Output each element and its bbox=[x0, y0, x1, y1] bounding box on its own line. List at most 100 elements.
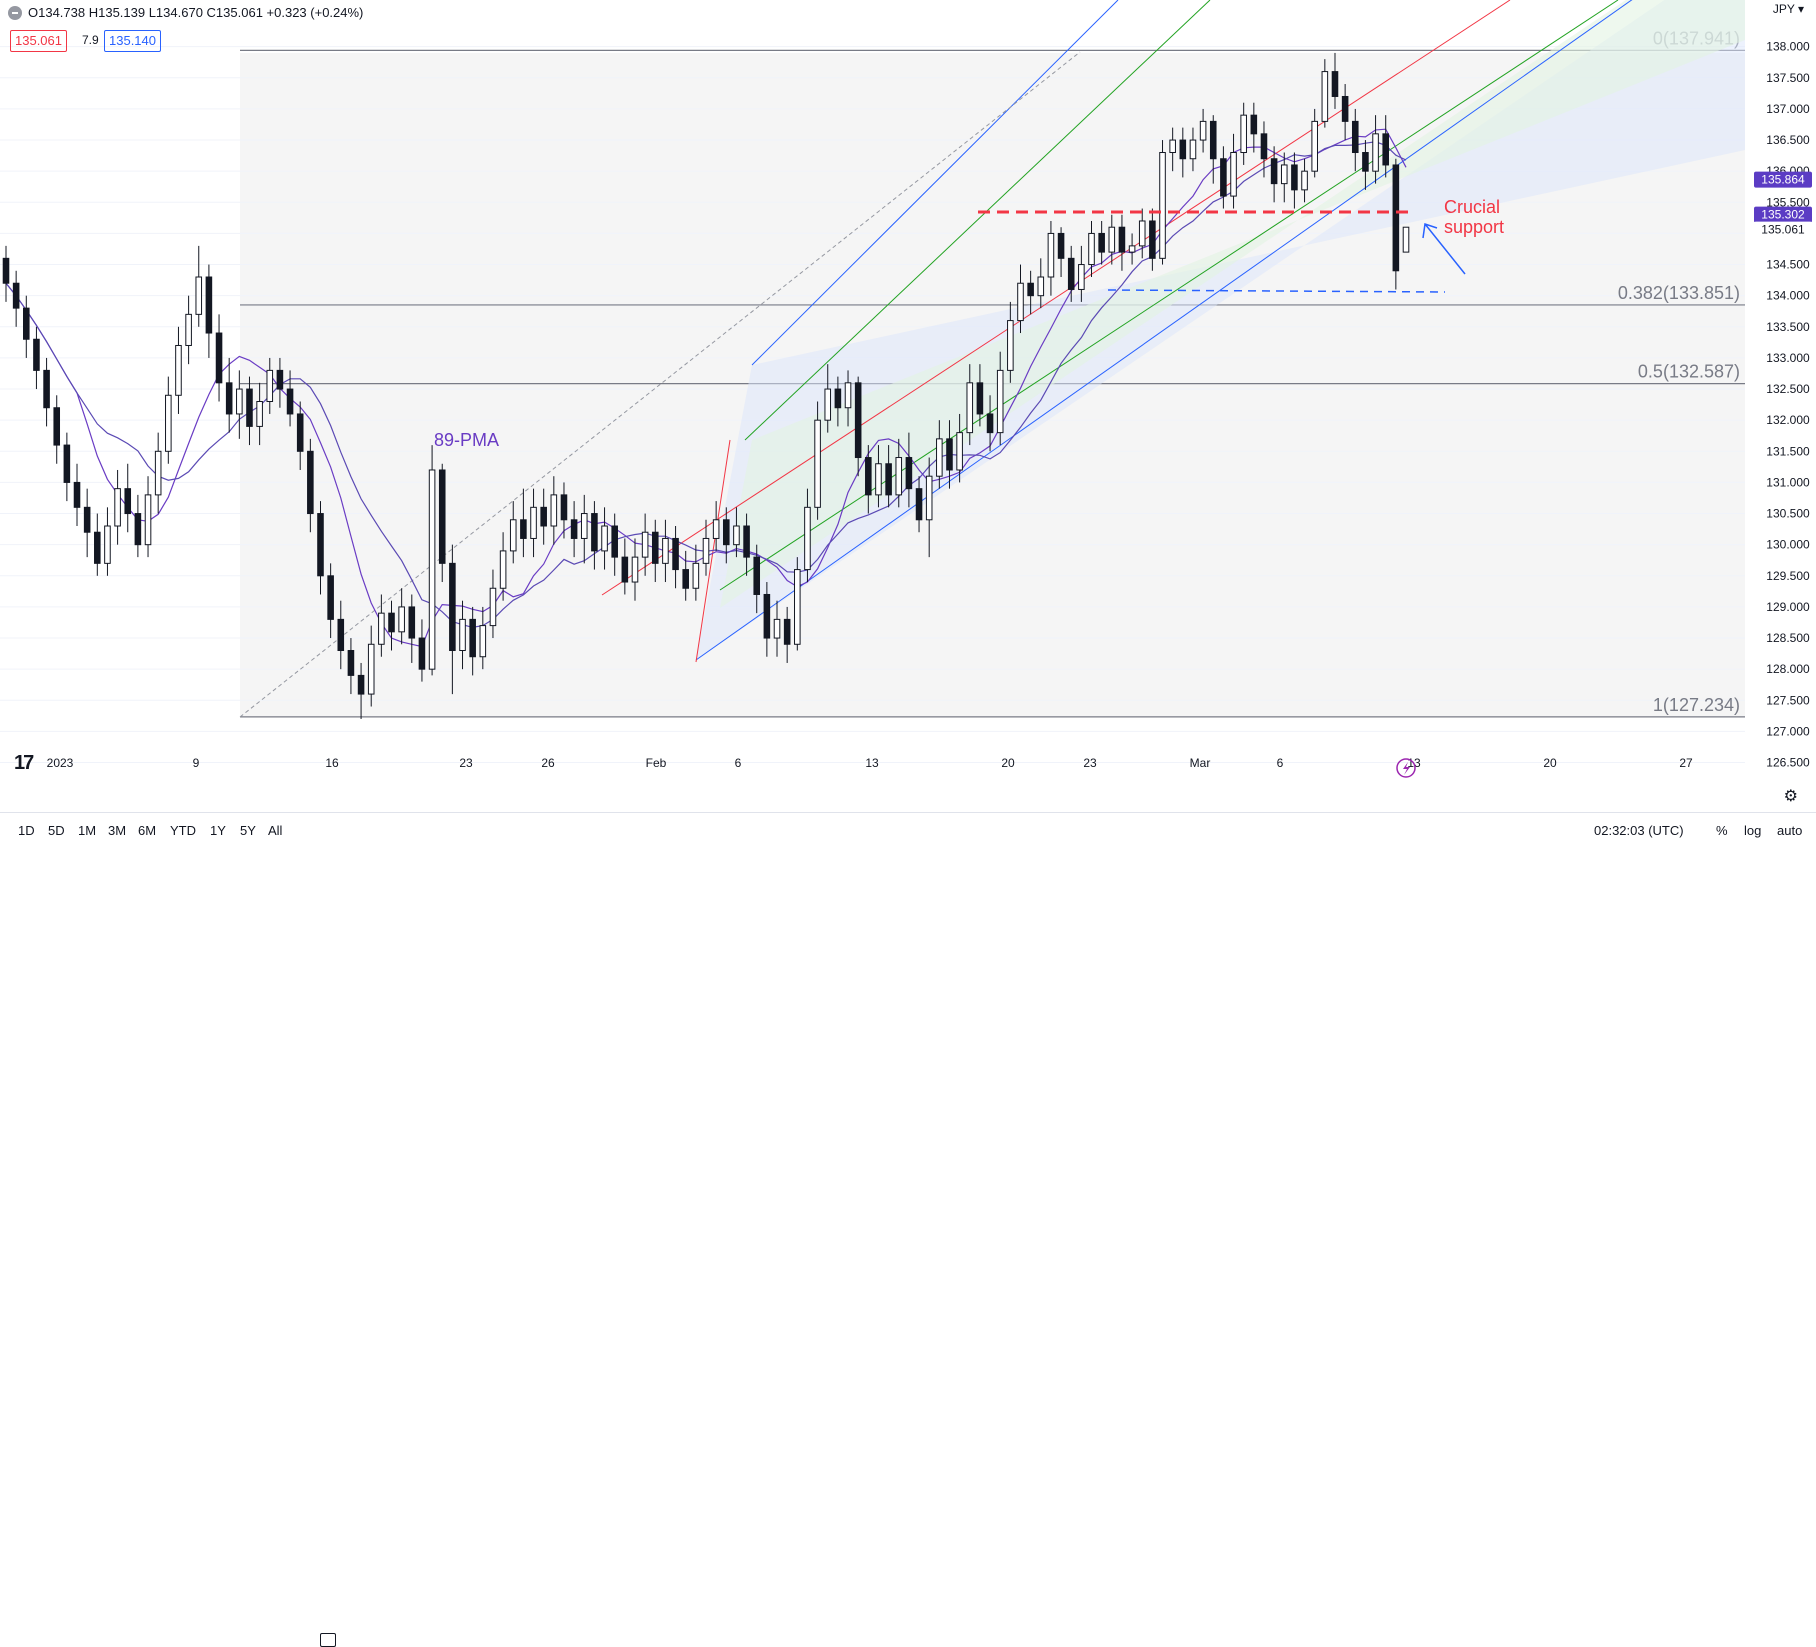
candle-down bbox=[854, 382, 862, 459]
candle-up bbox=[530, 506, 537, 539]
y-tick-label: 127.500 bbox=[1766, 693, 1810, 707]
candle-down bbox=[611, 525, 618, 558]
log-toggle[interactable]: log bbox=[1744, 823, 1762, 838]
candle-up bbox=[1280, 164, 1288, 185]
y-tick-label: 129.500 bbox=[1766, 569, 1810, 583]
tradingview-logo-icon: 17 bbox=[14, 752, 34, 774]
candles[interactable] bbox=[2, 52, 1410, 719]
candle-up bbox=[966, 382, 974, 434]
candle-up bbox=[692, 562, 700, 589]
channel-upper-mid-line bbox=[744, 0, 1211, 441]
price-tag-box bbox=[1754, 171, 1812, 188]
range-5d-button[interactable]: 5D bbox=[48, 823, 65, 838]
lightning-icon[interactable] bbox=[1396, 758, 1416, 778]
y-tick-label: 132.000 bbox=[1766, 413, 1810, 427]
support-markers bbox=[978, 210, 1466, 293]
percent-toggle[interactable]: % bbox=[1716, 823, 1728, 838]
candle-down bbox=[408, 606, 416, 639]
currency-label: JPY bbox=[1772, 2, 1795, 16]
candle-down bbox=[570, 519, 578, 539]
y-tick-label: 133.000 bbox=[1766, 351, 1810, 365]
low-dashed-line bbox=[1107, 289, 1446, 293]
currency-selector[interactable]: JPY ▾ bbox=[1772, 2, 1804, 16]
candle-down bbox=[296, 413, 304, 452]
candle-down bbox=[1209, 120, 1217, 160]
bid-price[interactable]: 135.061 bbox=[10, 30, 67, 52]
candle-up bbox=[814, 419, 821, 508]
fib-level-label: 0.382(133.851) bbox=[1618, 283, 1740, 303]
range-1y-button[interactable]: 1Y bbox=[210, 823, 226, 838]
candle-down bbox=[205, 276, 213, 334]
x-tick-label: 23 bbox=[1083, 756, 1097, 770]
candle-down bbox=[1149, 220, 1156, 259]
price-tag-label: 135.061 bbox=[1761, 223, 1805, 237]
candle-down bbox=[286, 388, 294, 415]
gear-icon[interactable]: ⚙ bbox=[1783, 788, 1798, 805]
candle-up bbox=[702, 537, 710, 564]
candle-down bbox=[753, 556, 761, 595]
candle-down bbox=[905, 457, 913, 490]
candle-down bbox=[651, 531, 659, 564]
trend-dashed-line bbox=[239, 51, 1081, 718]
candle-up bbox=[428, 469, 436, 670]
y-tick-label: 134.000 bbox=[1766, 289, 1810, 303]
candle-up bbox=[844, 382, 852, 409]
collapse-icon[interactable] bbox=[8, 5, 22, 20]
candle-up bbox=[1169, 139, 1176, 154]
candle-down bbox=[418, 637, 426, 670]
candle-up bbox=[1138, 220, 1146, 247]
candle-down bbox=[1260, 133, 1268, 160]
range-1m-button[interactable]: 1M bbox=[78, 823, 97, 838]
fib-level-label: 1(127.234) bbox=[1653, 695, 1740, 715]
candle-down bbox=[337, 618, 345, 652]
candle-down bbox=[1382, 133, 1389, 166]
candle-down bbox=[1220, 158, 1227, 197]
price-chart[interactable]: 0(137.941)0.382(133.851)0.5(132.587)1(12… bbox=[0, 0, 1816, 812]
y-tick-label: 126.500 bbox=[1766, 756, 1810, 770]
candle-down bbox=[976, 382, 984, 415]
x-tick-label: 16 bbox=[325, 756, 339, 770]
candle-up bbox=[1372, 133, 1379, 172]
candle-up bbox=[1017, 282, 1024, 322]
channel-upper-line bbox=[751, 0, 1119, 366]
range-6m-button[interactable]: 6M bbox=[138, 823, 157, 838]
ask-price[interactable]: 135.140 bbox=[104, 30, 161, 52]
candle-down bbox=[986, 413, 994, 434]
y-tick-label: 128.500 bbox=[1766, 631, 1810, 645]
price-tag-label: 135.302 bbox=[1761, 208, 1805, 222]
fib-level-label: 0.5(132.587) bbox=[1638, 362, 1740, 382]
range-1d-button[interactable]: 1D bbox=[18, 823, 35, 838]
y-tick-label: 130.000 bbox=[1766, 538, 1810, 552]
x-tick-label: 2023 bbox=[47, 756, 74, 770]
candle-up bbox=[489, 587, 497, 627]
range-ytd-button[interactable]: YTD bbox=[170, 823, 196, 838]
y-tick-label: 133.500 bbox=[1766, 320, 1810, 334]
candle-up bbox=[895, 457, 903, 496]
time-axis[interactable]: 2023 9 16 23 26 Feb 6 13 20 23 Mar 6 13 20 27 bbox=[47, 756, 1693, 770]
candle-down bbox=[682, 569, 689, 589]
candle-up bbox=[1230, 152, 1237, 197]
candle-down bbox=[225, 382, 233, 415]
y-tick-label: 130.500 bbox=[1766, 507, 1810, 521]
auto-toggle[interactable]: auto bbox=[1777, 823, 1803, 838]
candle-down bbox=[134, 513, 142, 546]
candle-up bbox=[154, 450, 162, 496]
calendar-icon[interactable] bbox=[320, 1633, 336, 1647]
candle-down bbox=[865, 457, 872, 496]
candle-up bbox=[580, 513, 588, 539]
candle-down bbox=[307, 450, 314, 515]
candle-up bbox=[996, 369, 1004, 434]
candle-up bbox=[499, 550, 507, 589]
candle-down bbox=[23, 307, 30, 340]
y-tick-label: 129.000 bbox=[1766, 600, 1810, 614]
range-all-button[interactable]: All bbox=[268, 823, 283, 838]
x-tick-label: Feb bbox=[646, 756, 667, 770]
channel-median-line bbox=[601, 0, 1511, 596]
x-tick-label: 26 bbox=[541, 756, 555, 770]
candle-down bbox=[317, 513, 324, 577]
range-5y-button[interactable]: 5Y bbox=[240, 823, 256, 838]
candle-down bbox=[1027, 282, 1034, 297]
range-3m-button[interactable]: 3M bbox=[108, 823, 127, 838]
candle-down bbox=[1250, 114, 1258, 135]
candle-up bbox=[936, 438, 943, 477]
